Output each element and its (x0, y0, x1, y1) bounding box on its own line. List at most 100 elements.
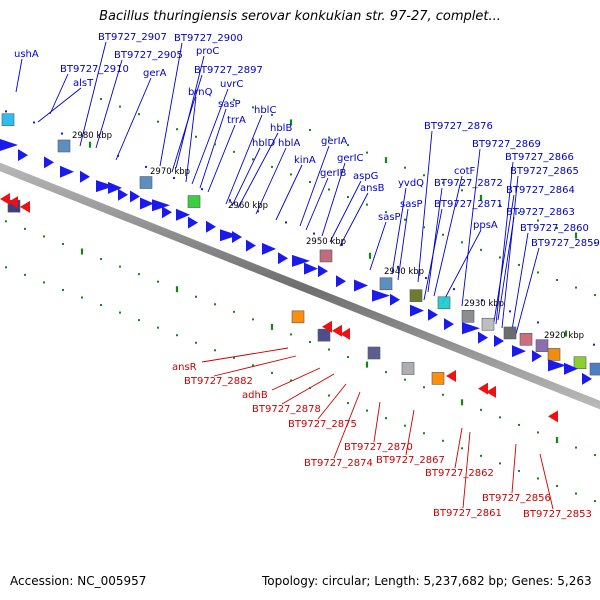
forward-gene-label: proC (196, 46, 219, 57)
forward-gene-arrow (564, 362, 578, 375)
leader-line (213, 355, 297, 377)
scale-tick-label: 2940 kbp (384, 267, 424, 277)
leader-line (37, 87, 82, 123)
leader-line (369, 221, 387, 271)
track-dot (100, 304, 102, 307)
forward-gene-arrow (18, 149, 28, 162)
forward-gene-label: BT9727_2869 (472, 139, 541, 150)
forward-gene-label: hblA (278, 138, 300, 149)
leader-line (317, 383, 347, 420)
track-dot (499, 416, 501, 419)
leader-line (231, 147, 261, 207)
track-dot (366, 151, 368, 154)
feature-box (1, 113, 15, 127)
track-dot (385, 211, 387, 214)
track-dot (575, 286, 577, 289)
track-dot (309, 180, 311, 183)
track-dot (328, 188, 330, 191)
reverse-gene-label: adhB (242, 390, 268, 401)
track-dot (290, 379, 292, 382)
track-dot (285, 221, 287, 224)
forward-gene-arrow (336, 275, 346, 288)
forward-gene-label: BT9727_2859 (531, 238, 600, 249)
leader-line (339, 192, 369, 247)
forward-gene-label: sasP (218, 99, 241, 110)
track-dot (518, 469, 520, 472)
forward-gene-arrow (494, 335, 504, 347)
track-dot (518, 423, 520, 426)
leader-line (159, 42, 183, 167)
track-dot (593, 343, 595, 346)
leader-line (495, 161, 514, 325)
forward-gene-label: BT9727_2907 (98, 32, 167, 43)
track-dot (347, 144, 349, 147)
track-dot (271, 165, 273, 168)
leader-line (329, 180, 362, 243)
leader-line (423, 208, 443, 301)
forward-gene-arrow (410, 304, 424, 317)
reverse-gene-label: ansR (172, 362, 197, 373)
forward-gene-arrow (278, 252, 288, 265)
feature-box (547, 348, 561, 361)
forward-gene-label: ppsA (473, 220, 498, 231)
track-dot (385, 417, 387, 420)
forward-gene-arrow (220, 229, 238, 242)
track-dot (518, 211, 520, 214)
track-dot (499, 462, 501, 465)
forward-gene-arrow (582, 372, 592, 385)
forward-gene-label: ansB (360, 183, 385, 194)
forward-gene-arrow (246, 239, 256, 252)
track-dot (176, 128, 178, 131)
leader-line (271, 367, 321, 391)
feature-box (139, 176, 153, 189)
forward-gene-arrow (532, 350, 542, 363)
leader-line (201, 347, 289, 363)
track-dot (442, 393, 444, 396)
leader-line (501, 175, 519, 329)
track-dot (43, 235, 45, 238)
feature-box (319, 249, 333, 263)
track-dot (499, 204, 501, 207)
forward-gene-label: BT9727_2900 (174, 33, 243, 44)
forward-gene-label: BT9727_2897 (194, 65, 263, 76)
reverse-gene-label: BT9727_2875 (288, 419, 357, 430)
leader-line (115, 77, 152, 161)
track-dot (404, 378, 406, 381)
track-dot (119, 105, 121, 108)
track-dot (252, 318, 254, 321)
forward-gene-label: BT9727_2860 (520, 223, 589, 234)
track-dot (138, 319, 140, 322)
leader-line (255, 147, 287, 215)
feature-box (379, 277, 393, 291)
track-dot (423, 174, 425, 177)
track-dot (157, 280, 159, 283)
track-dot (366, 409, 368, 412)
forward-gene-label: cotF (454, 166, 476, 177)
leader-line (397, 208, 409, 281)
track-dot (499, 256, 501, 259)
reverse-gene-arrow (0, 192, 10, 205)
forward-gene-arrow (176, 208, 190, 221)
leader-line (79, 41, 107, 147)
leader-line (417, 130, 433, 283)
track-dot (347, 402, 349, 405)
feature-box (367, 346, 381, 360)
forward-gene-arrow (428, 308, 438, 321)
genome-backbone (0, 162, 600, 410)
forward-gene-label: BT9727_2864 (506, 185, 575, 196)
track-dot (5, 220, 7, 223)
track-dot (423, 386, 425, 389)
track-dot (214, 303, 216, 306)
track-dot (252, 106, 254, 109)
feature-box (503, 326, 517, 340)
scale-tick-label: 2960 kbp (228, 201, 268, 211)
track-dot (442, 439, 444, 442)
track-dot (423, 432, 425, 435)
track-dot (366, 203, 368, 206)
track-dot (425, 277, 427, 280)
track-dot (341, 243, 343, 246)
feature-box (317, 328, 331, 342)
label-leaders (15, 41, 554, 510)
